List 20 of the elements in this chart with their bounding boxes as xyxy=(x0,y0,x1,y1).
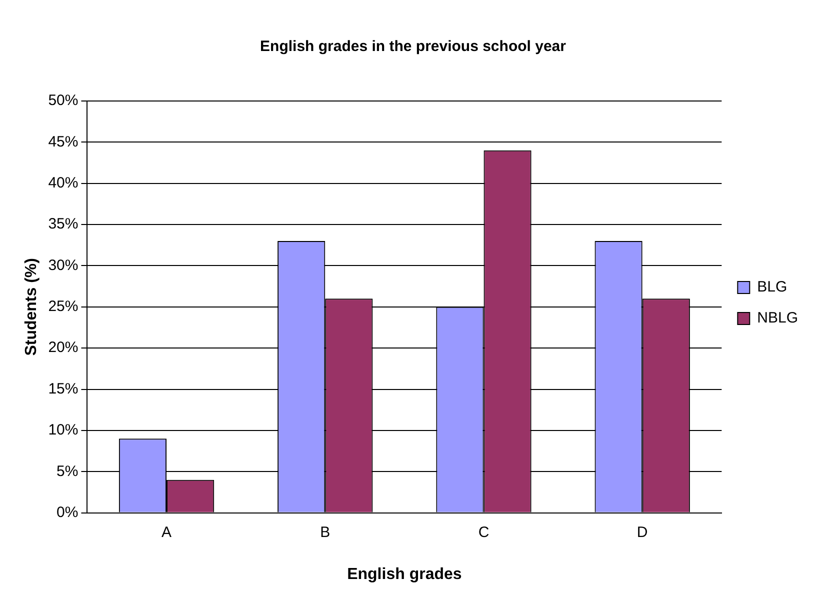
chart-title: English grades in the previous school year xyxy=(260,38,566,56)
y-tick-label: 45% xyxy=(48,133,78,150)
legend-label: BLG xyxy=(757,278,788,296)
y-tick-label: 5% xyxy=(56,462,78,480)
x-axis-title: English grades xyxy=(347,566,462,583)
legend-label: NBLG xyxy=(757,310,798,327)
x-tick-label: A xyxy=(162,524,172,541)
y-tick-label: 10% xyxy=(48,422,78,439)
y-axis-title: Students (%) xyxy=(23,258,40,356)
x-tick-label: B xyxy=(320,524,330,541)
y-tick-label: 20% xyxy=(48,339,78,356)
y-tick-label: 35% xyxy=(48,216,78,233)
y-tick-label: 25% xyxy=(48,298,78,316)
y-tick-label: 50% xyxy=(48,92,78,110)
x-tick-label: D xyxy=(636,524,648,541)
y-tick-label: 15% xyxy=(48,380,78,398)
y-tick-label: 40% xyxy=(48,174,78,192)
x-tick-label: C xyxy=(478,524,490,541)
y-tick-label: 0% xyxy=(56,504,78,521)
y-tick-label: 30% xyxy=(48,256,78,274)
